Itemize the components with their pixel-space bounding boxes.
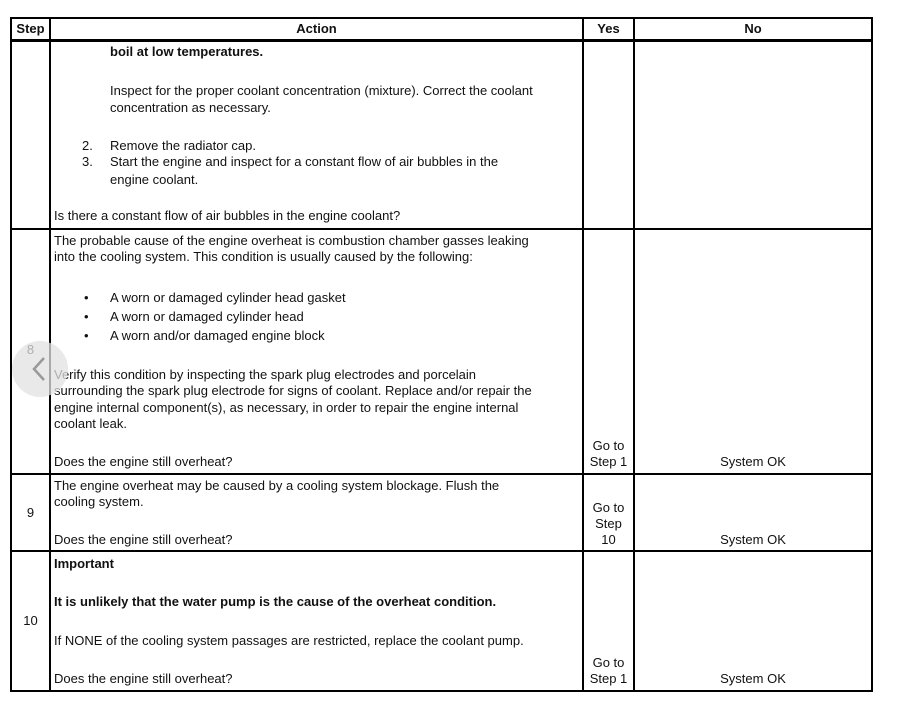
border: [10, 228, 873, 230]
yes-text: Step 1: [589, 671, 628, 686]
action-text: concentration as necessary.: [110, 100, 271, 115]
step-number: 9: [26, 505, 35, 520]
border: [633, 17, 635, 692]
list-number: 3.: [82, 154, 93, 169]
yes-text: 10: [601, 532, 616, 547]
previous-page-button[interactable]: [12, 341, 68, 397]
border: [10, 39, 873, 42]
no-text: System OK: [720, 671, 786, 686]
yes-text: Step 1: [589, 454, 628, 469]
border: [10, 17, 873, 19]
question: Is there a constant flow of air bubbles …: [54, 208, 401, 223]
no-text: System OK: [720, 454, 786, 469]
action-text: The probable cause of the engine overhea…: [54, 233, 529, 248]
bullet-icon: •: [84, 328, 89, 343]
action-text: boil at low temperatures.: [110, 44, 264, 59]
bullet-item: A worn or damaged cylinder head: [110, 309, 304, 324]
action-text: engine internal component(s), as necessa…: [54, 400, 519, 415]
action-text: surrounding the spark plug electrode for…: [54, 383, 532, 398]
bullet-item: A worn and/or damaged engine block: [110, 328, 325, 343]
action-text: engine coolant.: [110, 172, 199, 187]
header-action: Action: [296, 21, 337, 36]
question: Does the engine still overheat?: [54, 532, 233, 547]
list-number: 2.: [82, 138, 93, 153]
action-text: It is unlikely that the water pump is th…: [54, 594, 497, 609]
border: [10, 550, 873, 552]
bullet-icon: •: [84, 309, 89, 324]
header-no: No: [744, 21, 762, 36]
yes-text: Step: [595, 516, 622, 531]
action-text: The engine overheat may be caused by a c…: [54, 478, 500, 493]
yes-text: Go to: [592, 500, 625, 515]
action-text: into the cooling system. This condition …: [54, 249, 473, 264]
border: [10, 473, 873, 475]
border: [871, 17, 873, 692]
bullet-item: A worn or damaged cylinder head gasket: [110, 290, 346, 305]
important-label: Important: [54, 556, 114, 571]
yes-text: Go to: [592, 655, 625, 670]
border: [10, 690, 873, 692]
border: [582, 17, 584, 692]
action-text: coolant leak.: [54, 416, 127, 431]
action-text: cooling system.: [54, 494, 144, 509]
action-text: If NONE of the cooling system passages a…: [54, 633, 524, 648]
bullet-icon: •: [84, 290, 89, 305]
header-step: Step: [16, 21, 45, 36]
action-text: Inspect for the proper coolant concentra…: [110, 83, 533, 98]
chevron-left-icon: [32, 357, 45, 381]
action-text: Start the engine and inspect for a const…: [110, 154, 499, 169]
header-yes: Yes: [597, 21, 620, 36]
question: Does the engine still overheat?: [54, 671, 233, 686]
question: Does the engine still overheat?: [54, 454, 233, 469]
action-text: Remove the radiator cap.: [110, 138, 256, 153]
border: [10, 17, 12, 692]
step-number: 10: [23, 613, 38, 628]
action-text: Verify this condition by inspecting the …: [54, 367, 477, 382]
no-text: System OK: [720, 532, 786, 547]
yes-text: Go to: [592, 438, 625, 453]
